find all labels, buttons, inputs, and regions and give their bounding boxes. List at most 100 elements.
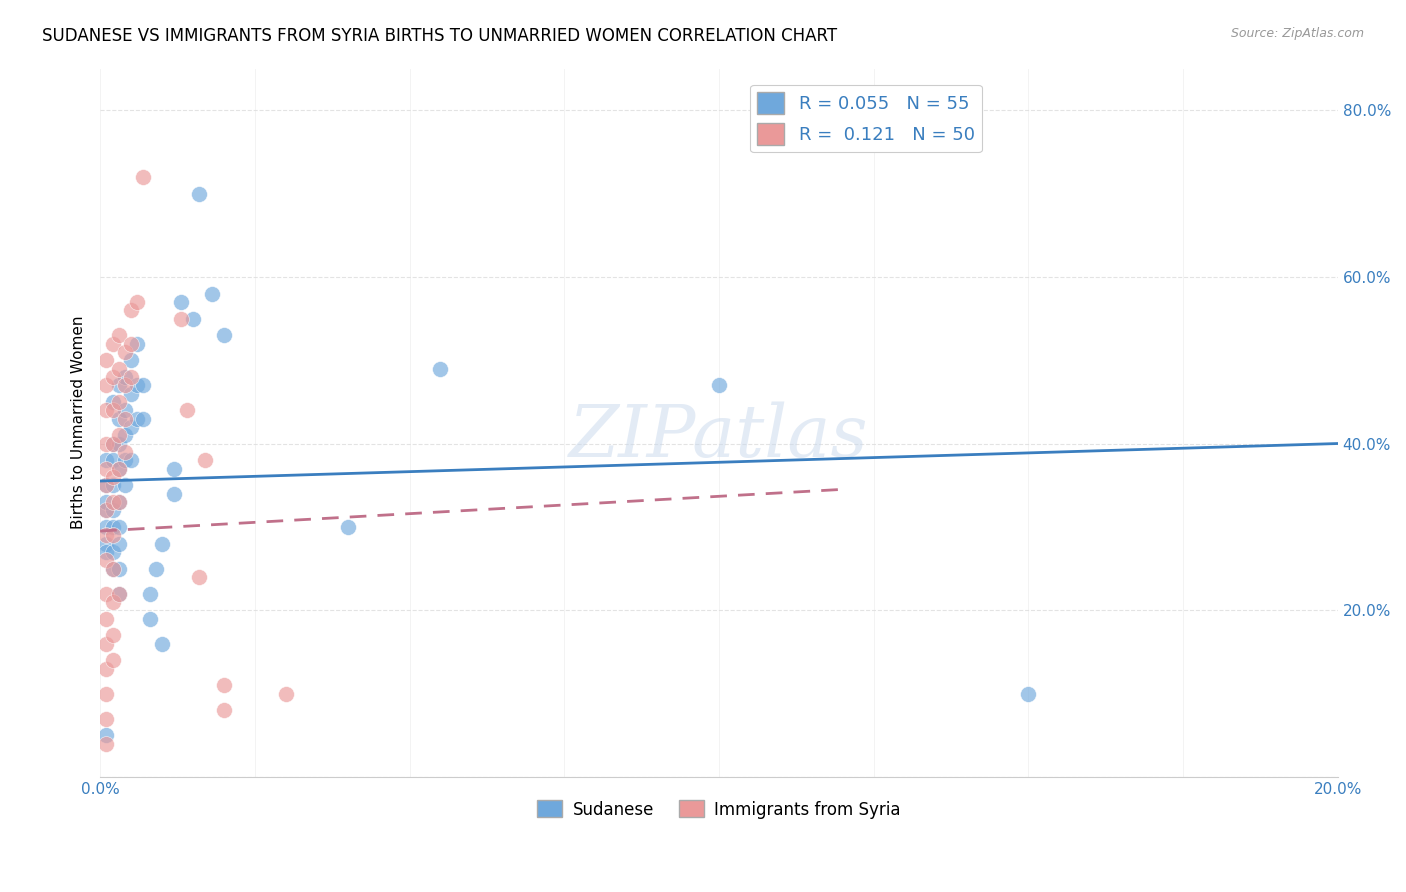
Point [107,586,129,600]
Point [127,411,149,425]
Point [212,678,235,692]
Point [96,528,118,542]
Text: ZIPatlas: ZIPatlas [569,401,869,472]
Point [200,286,222,301]
Point [101,369,124,384]
Y-axis label: Births to Unmarried Women: Births to Unmarried Women [72,316,86,530]
Point [101,595,124,609]
Point [107,561,129,575]
Point [101,628,124,642]
Point [96,737,118,751]
Point [101,503,124,517]
Point [150,536,173,550]
Point [114,369,136,384]
Point [101,528,124,542]
Point [120,386,142,401]
Point [132,169,155,184]
Point [107,495,129,509]
Point [96,495,118,509]
Point [188,186,211,201]
Text: Source: ZipAtlas.com: Source: ZipAtlas.com [1230,27,1364,40]
Point [150,636,173,650]
Point [101,436,124,450]
Point [163,461,186,475]
Point [107,361,129,376]
Point [107,495,129,509]
Point [96,520,118,534]
Point [96,453,118,467]
Point [120,369,142,384]
Legend: Sudanese, Immigrants from Syria: Sudanese, Immigrants from Syria [531,794,907,825]
Point [101,561,124,575]
Point [188,570,211,584]
Point [107,461,129,475]
Point [212,703,235,717]
Point [96,728,118,742]
Point [120,453,142,467]
Point [107,378,129,392]
Point [114,411,136,425]
Point [96,553,118,567]
Point [96,611,118,625]
Point [169,294,191,309]
Text: SUDANESE VS IMMIGRANTS FROM SYRIA BIRTHS TO UNMARRIED WOMEN CORRELATION CHART: SUDANESE VS IMMIGRANTS FROM SYRIA BIRTHS… [42,27,838,45]
Point [96,536,118,550]
Point [107,536,129,550]
Point [163,486,186,500]
Point [96,478,118,492]
Point [120,420,142,434]
Point [127,378,149,392]
Point [274,687,297,701]
Point [138,586,160,600]
Point [107,586,129,600]
Point [96,712,118,726]
Point [101,545,124,559]
Point [181,311,204,326]
Point [101,495,124,509]
Point [114,478,136,492]
Point [101,470,124,484]
Point [107,461,129,475]
Point [114,403,136,417]
Point [107,428,129,442]
Point [96,545,118,559]
Point [120,353,142,368]
Point [707,378,730,392]
Point [96,403,118,417]
Point [176,403,198,417]
Point [96,378,118,392]
Point [194,453,217,467]
Point [101,478,124,492]
Point [120,303,142,318]
Point [169,311,191,326]
Point [120,336,142,351]
Point [101,403,124,417]
Point [96,586,118,600]
Point [96,636,118,650]
Point [114,445,136,459]
Point [101,436,124,450]
Point [212,328,235,343]
Point [138,611,160,625]
Point [429,361,451,376]
Point [132,411,155,425]
Point [127,336,149,351]
Point [114,344,136,359]
Point [114,378,136,392]
Point [96,461,118,475]
Point [114,453,136,467]
Point [96,353,118,368]
Point [101,561,124,575]
Point [96,478,118,492]
Point [101,653,124,667]
Point [145,561,167,575]
Point [101,336,124,351]
Point [127,294,149,309]
Point [107,411,129,425]
Point [132,378,155,392]
Point [101,520,124,534]
Point [114,428,136,442]
Point [1017,687,1039,701]
Point [336,520,359,534]
Point [96,503,118,517]
